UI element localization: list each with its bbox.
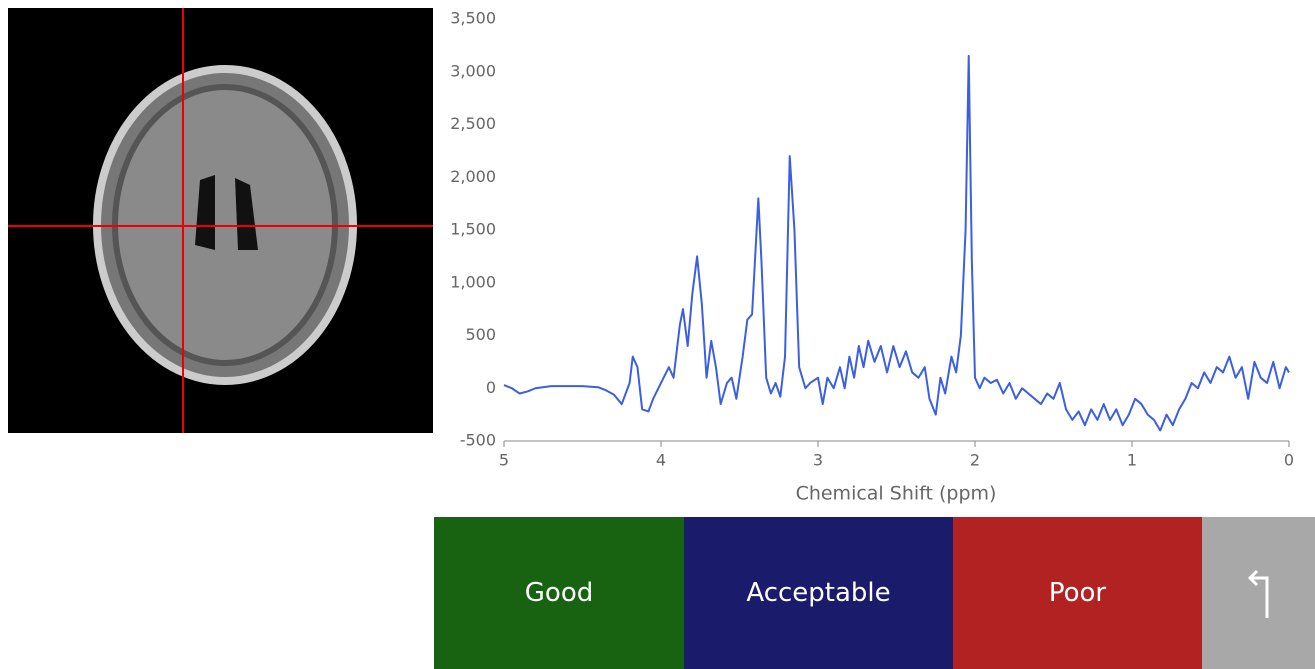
undo-icon — [1239, 563, 1279, 623]
x-tick-label: 5 — [499, 451, 509, 470]
page: Chemical Shift (ppm) -500 0 500 1,000 1,500 2… — [0, 0, 1315, 669]
y-tick-label: 3,500 — [450, 9, 496, 28]
y-tick-label: 3,000 — [450, 61, 496, 80]
x-axis-label: Chemical Shift (ppm) — [796, 483, 997, 505]
poor-button[interactable]: Poor — [953, 517, 1202, 669]
spectrum-line — [504, 56, 1289, 431]
y-tick-label: 2,500 — [450, 114, 496, 133]
acceptable-button[interactable]: Acceptable — [684, 517, 953, 669]
x-tick-label: 2 — [970, 451, 980, 470]
y-tick-label: 1,500 — [450, 220, 496, 239]
x-tick-label: 3 — [813, 451, 823, 470]
y-tick-label: 0 — [486, 378, 496, 397]
x-tick-label: 1 — [1127, 451, 1137, 470]
good-button[interactable]: Good — [434, 517, 684, 669]
x-tick-label: 4 — [656, 451, 666, 470]
undo-button[interactable] — [1202, 517, 1315, 669]
y-tick-label: -500 — [460, 431, 496, 450]
x-tick-label: 0 — [1284, 451, 1294, 470]
y-tick-label: 500 — [465, 325, 496, 344]
y-tick-label: 1,000 — [450, 272, 496, 291]
chart: Chemical Shift (ppm) -500 0 500 1,000 1,500 2… — [0, 0, 1315, 517]
y-tick-label: 2,000 — [450, 167, 496, 186]
